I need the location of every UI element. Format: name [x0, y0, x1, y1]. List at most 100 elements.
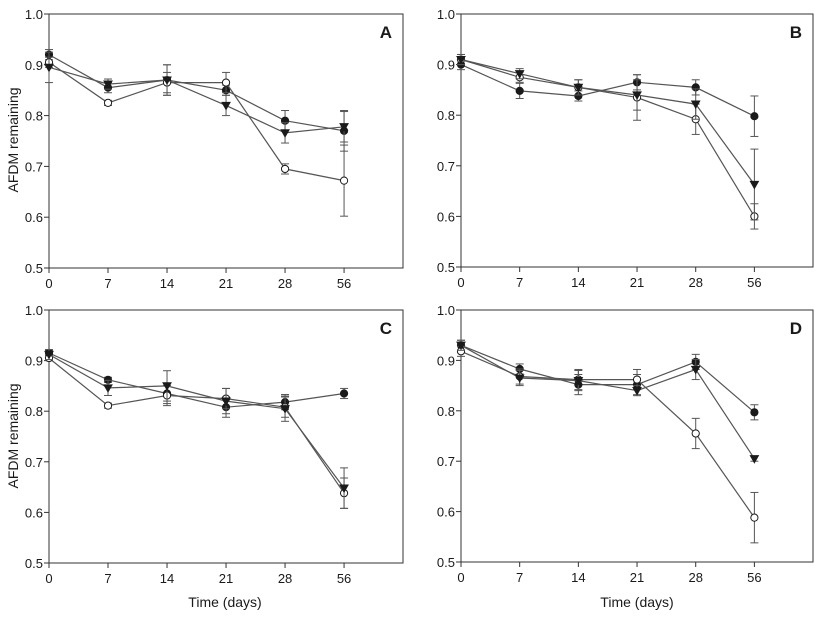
point-triangle-down: [162, 76, 172, 86]
point-triangle-down: [456, 341, 466, 351]
point-circle-open: [632, 375, 642, 384]
point-triangle-down: [514, 374, 525, 384]
plot-frame: [48, 309, 404, 564]
panel-a: 0.5 0.6 0.7 0.8 0.9 1.0 0 7 14 21 28 56 A AFDM rema…: [5, 7, 404, 291]
point-triangle-down: [221, 397, 231, 407]
x-tick-label: 14: [571, 570, 585, 585]
y-tick-label: 0.9: [25, 354, 43, 369]
x-tick-label: 21: [219, 276, 233, 291]
series-line-circle-filled: [460, 64, 755, 117]
x-tick-label: 7: [104, 571, 111, 586]
point-triangle-down: [162, 382, 172, 391]
panel-b-plot: 0.5 0.6 0.7 0.8 0.9 1.0 0 7 14 21 28 56: [437, 7, 814, 290]
point-triangle-down: [221, 101, 231, 111]
y-tick-label: 0.9: [437, 353, 455, 368]
panel-c: 0.5 0.6 0.7 0.8 0.9 1.0 0 7 14 21 28 56 C AFDM rema…: [5, 303, 404, 610]
x-tick-label: 0: [457, 570, 464, 585]
x-tick-label: 56: [747, 570, 761, 585]
y-tick-label: 0.7: [25, 455, 43, 470]
x-tick-label: 28: [278, 571, 292, 586]
plot-frame: [460, 309, 814, 563]
plot-frame: [48, 13, 404, 269]
y-tick-label: 0.9: [437, 58, 455, 73]
panel-c-y-title: AFDM remaining: [5, 383, 21, 488]
series-line-triangle-down: [48, 353, 345, 489]
x-tick-label: 28: [278, 276, 292, 291]
point-circle-open: [103, 98, 113, 108]
y-tick-label: 0.8: [437, 404, 455, 419]
point-triangle-down: [632, 91, 642, 100]
x-tick-label: 14: [160, 276, 174, 291]
point-triangle-down: [514, 70, 525, 79]
x-tick-label: 21: [219, 571, 233, 586]
panel-d-label: D: [790, 319, 802, 338]
point-triangle-down: [44, 63, 54, 73]
x-tick-label: 7: [104, 276, 111, 291]
series-line-triangle-down: [460, 344, 755, 460]
panel-c-label: C: [380, 319, 392, 338]
point-circle-open: [103, 401, 113, 410]
x-tick-label: 14: [571, 275, 585, 290]
y-tick-label: 0.5: [437, 260, 455, 275]
x-tick-label: 28: [688, 275, 702, 290]
point-circle-open: [280, 164, 290, 174]
x-tick-label: 0: [45, 276, 52, 291]
y-tick-label: 0.8: [25, 109, 43, 124]
point-triangle-down: [690, 365, 701, 375]
y-tick-label: 0.9: [25, 58, 43, 73]
panel-b-label: B: [790, 23, 802, 42]
panel-a-label: A: [380, 23, 392, 42]
point-triangle-down: [280, 405, 290, 414]
y-tick-label: 1.0: [25, 7, 43, 22]
y-tick-label: 0.7: [437, 159, 455, 174]
point-circle-open: [221, 78, 231, 87]
point-circle-open: [339, 176, 349, 185]
panel-b: 0.5 0.6 0.7 0.8 0.9 1.0 0 7 14 21 28 56 B: [437, 7, 814, 290]
point-triangle-down: [280, 129, 290, 138]
y-tick-label: 0.5: [437, 555, 455, 570]
point-circle-filled: [339, 389, 349, 398]
panel-a-plot: 0.5 0.6 0.7 0.8 0.9 1.0 0 7 14 21 28 56: [25, 7, 404, 291]
point-triangle-down: [690, 100, 701, 110]
point-circle-open: [691, 429, 700, 438]
point-triangle-down: [103, 384, 113, 393]
panel-d-x-title: Time (days): [600, 594, 673, 610]
y-tick-label: 1.0: [25, 303, 43, 318]
x-tick-label: 14: [160, 571, 174, 586]
panel-c-x-title: Time (days): [188, 594, 261, 610]
point-triangle-down: [456, 55, 466, 65]
x-tick-label: 56: [337, 276, 351, 291]
x-tick-label: 56: [337, 571, 351, 586]
y-tick-label: 1.0: [437, 7, 455, 22]
series-line-triangle-down: [460, 58, 755, 185]
x-tick-label: 28: [688, 570, 702, 585]
point-circle-filled: [515, 86, 524, 96]
series-line-triangle-down: [48, 66, 345, 134]
point-circle-filled: [750, 408, 759, 417]
y-tick-label: 0.5: [25, 261, 43, 276]
series-line-circle-filled: [48, 54, 345, 132]
x-tick-label: 21: [630, 570, 644, 585]
series-line-circle-open: [48, 61, 345, 182]
point-triangle-down: [44, 350, 54, 360]
x-tick-label: 21: [630, 275, 644, 290]
point-triangle-down: [339, 484, 349, 494]
point-circle-open: [750, 513, 759, 522]
y-tick-label: 0.6: [25, 210, 43, 225]
y-tick-label: 0.8: [25, 404, 43, 419]
point-triangle-down: [339, 123, 349, 132]
panel-d: 0.5 0.6 0.7 0.8 0.9 1.0 0 7 14 21 28 56 D Time (day…: [437, 303, 814, 610]
panel-c-plot: 0.5 0.6 0.7 0.8 0.9 1.0 0 7 14 21 28 56: [25, 303, 404, 586]
y-tick-label: 0.6: [437, 505, 455, 520]
x-tick-label: 7: [516, 275, 523, 290]
point-triangle-down: [573, 376, 584, 386]
series-line-circle-open: [460, 58, 755, 217]
x-tick-label: 7: [516, 570, 523, 585]
point-triangle-down: [749, 455, 760, 464]
series-line-circle-open: [48, 357, 345, 494]
panel-d-plot: 0.5 0.6 0.7 0.8 0.9 1.0 0 7 14 21 28 56: [437, 303, 814, 585]
y-tick-label: 0.7: [437, 454, 455, 469]
plot-frame: [460, 13, 814, 268]
y-tick-label: 0.8: [437, 108, 455, 123]
series-line-circle-filled: [48, 352, 345, 408]
